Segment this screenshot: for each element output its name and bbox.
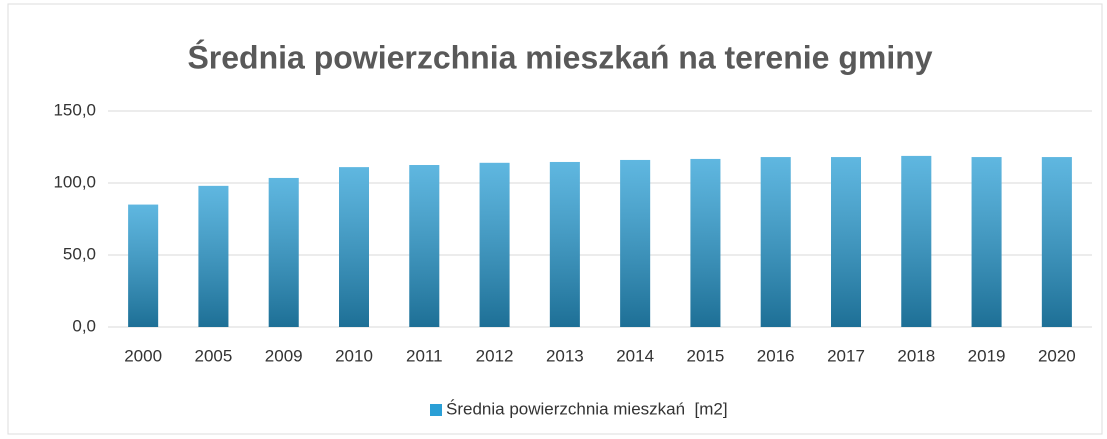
bar-shade [479,162,510,327]
legend-label: Średnia powierzchnia mieszkań [m2] [446,399,728,418]
chart-frame [7,3,1103,435]
x-tick-label: 2020 [1038,346,1076,365]
x-tick-label: 2011 [406,346,443,365]
y-tick-label: 150,0 [53,100,96,119]
bar-shade [339,167,369,327]
bar-shade [198,185,229,327]
bar-shade [1041,157,1072,327]
x-tick-label: 2014 [616,346,654,365]
x-tick-label: 2005 [195,346,233,365]
legend-swatch [430,404,442,416]
x-tick-label: 2012 [476,346,514,365]
x-tick-label: 2013 [546,346,584,365]
y-tick-label: 0,0 [72,316,96,335]
y-tick-label: 100,0 [53,172,96,191]
x-tick-label: 2009 [265,346,303,365]
x-tick-label: 2015 [687,346,725,365]
bar-shade [268,177,299,327]
x-tick-label: 2018 [897,346,935,365]
y-tick-label: 50,0 [63,244,96,263]
x-tick-label: 2017 [827,346,865,365]
bar-shade [971,157,1002,327]
bar-shade [760,157,791,327]
bar-shade [620,159,651,327]
bar-shade [128,204,159,327]
x-tick-label: 2000 [124,346,162,365]
x-tick-label: 2019 [968,346,1006,365]
bar-shade [690,158,721,327]
chart-title: Średnia powierzchnia mieszkań na terenie… [187,39,932,75]
bar-shade [409,165,440,327]
bar-shade [549,161,580,327]
x-tick-label: 2016 [757,346,795,365]
x-tick-label: 2010 [335,346,373,365]
bar-shade [831,157,861,327]
bar-shade [901,155,932,327]
